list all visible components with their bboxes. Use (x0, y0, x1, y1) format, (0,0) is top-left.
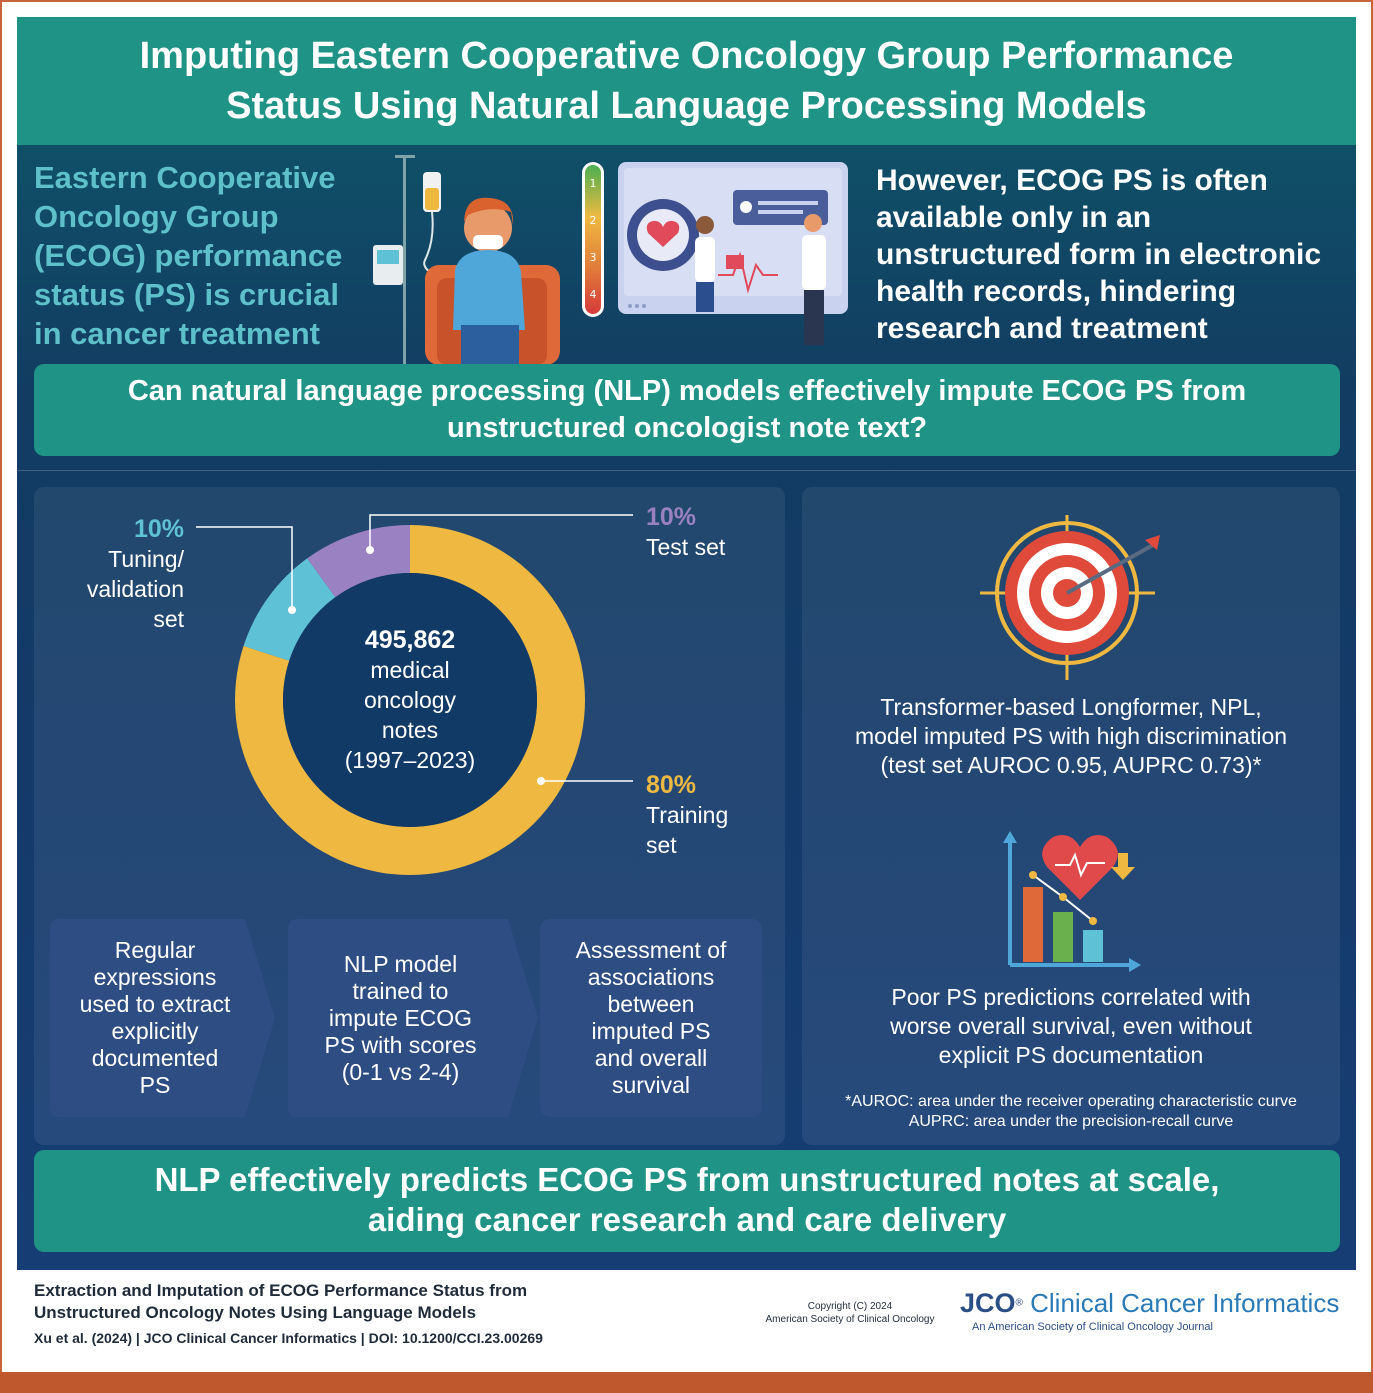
question-line-2: unstructured oncologist note text? (446, 412, 928, 444)
donut-center-label: 495,862 medical oncology notes (1997–202… (310, 625, 510, 775)
research-question-banner: Can natural language processing (NLP) mo… (34, 364, 1340, 456)
step-2-text: NLP model trained to impute ECOG PS with… (298, 919, 503, 1117)
question-line-1: Can natural language processing (NLP) mo… (127, 375, 1247, 407)
tuning-line: validation (86, 576, 184, 602)
step-line: and overall (594, 1045, 708, 1071)
test-pct: 10% (646, 503, 697, 531)
step-line: between (607, 991, 695, 1017)
step-1-chevron (50, 919, 275, 1117)
finding-1-text: Transformer-based Longformer, NPL, model… (812, 693, 1330, 780)
intro-right-line: research and treatment (876, 312, 1208, 345)
step-line: used to extract (79, 991, 231, 1017)
intro-left-text: Eastern Cooperative Oncology Group (ECOG… (34, 158, 364, 353)
donut-hole (283, 573, 537, 827)
center-line: notes (381, 717, 439, 743)
tuning-line: Tuning/ (108, 546, 184, 572)
page-title: Imputing Eastern Cooperative Oncology Gr… (17, 17, 1356, 145)
step-line: trained to (352, 977, 449, 1004)
training-line: set (646, 832, 677, 858)
step-line: associations (587, 964, 715, 990)
tuning-line: set (153, 606, 184, 632)
finding-2-text: Poor PS predictions correlated with wors… (812, 983, 1330, 1070)
step-3-text: Assessment of associations between imput… (545, 919, 757, 1117)
finding-line: explicit PS documentation (938, 1042, 1204, 1068)
section-divider (17, 470, 1356, 471)
tuning-label: 10% Tuning/ validation set (56, 514, 184, 634)
patient-iv-illustration-icon (373, 155, 560, 365)
gauge-level: 4 (590, 288, 597, 301)
intro-left-line: in cancer treatment (34, 316, 320, 351)
step-1-text: Regular expressions used to extract expl… (55, 919, 255, 1117)
step-line: impute ECOG (328, 1004, 473, 1031)
copyright-line: Copyright (C) 2024 (807, 1301, 893, 1312)
step-line: documented (91, 1045, 219, 1071)
finding-line: Transformer-based Longformer, NPL, (880, 694, 1262, 720)
step-line: (0-1 vs 2-4) (341, 1058, 460, 1085)
copyright-line: American Society of Clinical Oncology (765, 1314, 935, 1325)
footnote-line: AUPRC: area under the precision-recall c… (908, 1113, 1234, 1130)
finding-line: model imputed PS with high discriminatio… (854, 723, 1288, 749)
step-line: survival (612, 1072, 690, 1098)
training-label: 80% Training set (646, 770, 776, 860)
conclusion-line-2: aiding cancer research and care delivery (367, 1201, 1007, 1238)
intro-right-text: However, ECOG PS is often available only… (876, 162, 1346, 347)
step-line: explicitly (111, 1018, 199, 1044)
center-line: oncology (363, 687, 457, 713)
footnote-line: *AUROC: area under the receiver operatin… (845, 1093, 1297, 1110)
abbreviation-footnote: *AUROC: area under the receiver operatin… (812, 1092, 1330, 1132)
test-line: Test set (646, 534, 726, 560)
citation-line: Xu et al. (2024) | JCO Clinical Cancer I… (34, 1330, 543, 1346)
step-line: expressions (93, 964, 217, 990)
intro-right-line: However, ECOG PS is often (876, 164, 1268, 197)
step-line: imputed PS (591, 1018, 711, 1044)
journal-mark: JCO (960, 1288, 1016, 1318)
bottom-accent-bar (0, 1372, 1373, 1393)
step-line: PS with scores (324, 1031, 477, 1058)
step-2-chevron (288, 919, 538, 1117)
journal-subtitle: An American Society of Clinical Oncology… (972, 1321, 1213, 1333)
journal-logo: JCO® Clinical Cancer Informatics An Amer… (960, 1288, 1360, 1333)
center-line: medical (370, 657, 450, 683)
survival-chart-icon (1003, 831, 1141, 972)
training-pct: 80% (646, 771, 697, 799)
step-line: PS (139, 1072, 171, 1098)
finding-line: (test set AUROC 0.95, AUPRC 0.73)* (880, 752, 1262, 778)
doctors-monitor-illustration-icon: 1 2 3 4 (582, 162, 848, 345)
tuning-pct: 10% (133, 515, 184, 543)
center-line: (1997–2023) (344, 747, 476, 773)
copyright-notice: Copyright (C) 2024 American Society of C… (750, 1300, 950, 1326)
finding-line: worse overall survival, even without (890, 1013, 1252, 1039)
intro-left-line: status (PS) is crucial (34, 277, 339, 312)
article-title-line: Extraction and Imputation of ECOG Perfor… (34, 1281, 528, 1300)
gauge-level: 1 (590, 177, 597, 190)
step-3-box (540, 919, 762, 1117)
journal-name: Clinical Cancer Informatics (1022, 1288, 1340, 1318)
step-line: Regular (114, 937, 196, 963)
conclusion-banner: NLP effectively predicts ECOG PS from un… (34, 1150, 1340, 1252)
intro-right-line: available only in an (876, 201, 1152, 234)
step-line: Assessment of (575, 937, 727, 963)
title-line-2: Status Using Natural Language Processing… (226, 85, 1147, 127)
finding-line: Poor PS predictions correlated with (891, 984, 1251, 1010)
note-count: 495,862 (364, 626, 456, 654)
conclusion-line-1: NLP effectively predicts ECOG PS from un… (154, 1161, 1220, 1198)
article-title: Extraction and Imputation of ECOG Perfor… (34, 1280, 674, 1324)
article-title-line: Unstructured Oncology Notes Using Langua… (34, 1303, 477, 1322)
intro-left-line: Oncology Group (34, 199, 279, 234)
intro-right-line: health records, hindering (876, 275, 1237, 308)
intro-left-line: Eastern Cooperative (34, 160, 336, 195)
gauge-level: 3 (590, 251, 597, 264)
training-line: Training (646, 802, 729, 828)
target-icon (980, 515, 1160, 680)
gauge-level: 2 (590, 214, 597, 227)
title-line-1: Imputing Eastern Cooperative Oncology Gr… (139, 35, 1234, 77)
journal-registered: ® (1015, 1297, 1023, 1309)
intro-left-line: (ECOG) performance (34, 238, 343, 273)
test-label: 10% Test set (646, 502, 776, 562)
intro-right-line: unstructured form in electronic (876, 238, 1322, 271)
step-line: NLP model (343, 950, 458, 977)
